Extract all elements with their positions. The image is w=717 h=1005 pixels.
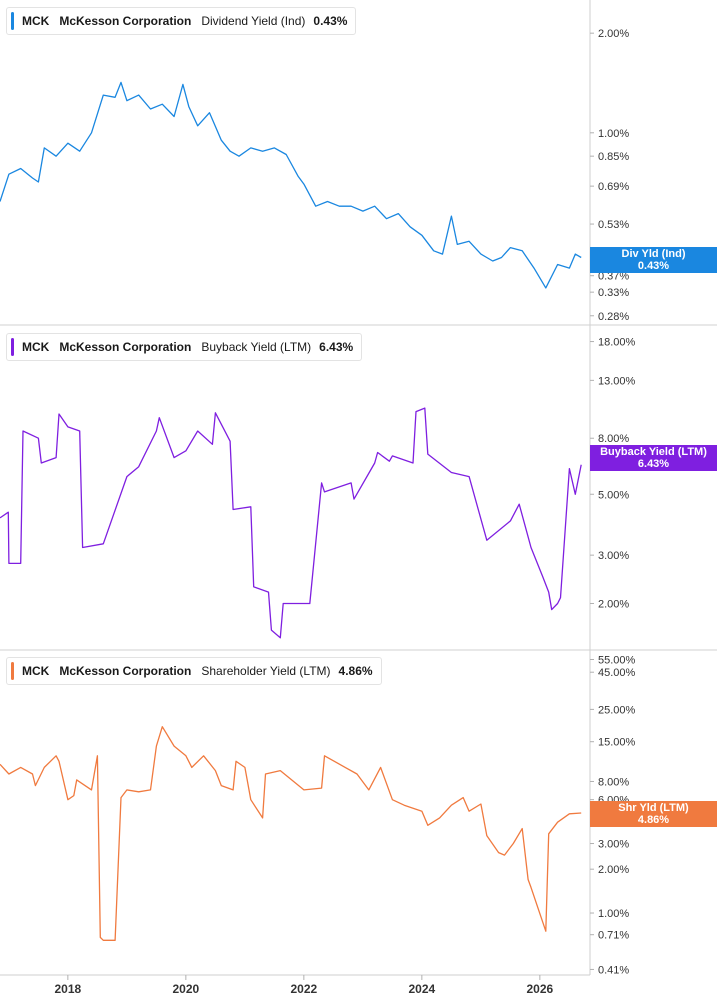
legend-color-bar [11,12,14,30]
series-lines [0,81,582,941]
y-tick-label: 2.00% [598,598,629,610]
y-tick-label: 0.28% [598,311,629,323]
legend-ticker: MCK [22,14,50,28]
badge-buyback-yield: Buyback Yield (LTM) 6.43% [590,445,717,471]
legend-ticker: MCK [22,664,50,678]
legend-shareholder-yield: MCK McKesson Corporation Shareholder Yie… [6,657,382,685]
y-tick-label: 15.00% [598,737,636,749]
badge-dividend-yield: Div Yld (Ind) 0.43% [590,247,717,273]
y-tick-label: 0.85% [598,151,629,163]
y-tick-label: 25.00% [598,704,636,716]
y-axis-ticks: 2.00% 1.00% 0.85% 0.69% 0.53% 0.37% 0.33% 0.28%… [590,28,636,976]
badge-value: 0.43% [637,260,670,272]
x-tick-label: 2018 [54,982,81,996]
legend-metric: Dividend Yield (Ind) [201,14,306,28]
y-tick-label: 45.00% [598,667,636,679]
x-tick-label: 2026 [526,982,553,996]
y-tick-label: 0.41% [598,964,629,976]
series-line-2 [0,407,582,639]
legend-value: 0.43% [313,14,348,28]
panel-dividers [0,0,717,976]
legend-color-bar [11,662,14,680]
y-tick-label: 0.37% [598,271,629,283]
badge-label: Shr Yld (LTM) [618,802,689,814]
legend-company: McKesson Corporation [59,14,192,28]
x-tick-label: 2022 [290,982,317,996]
legend-buyback-yield: MCK McKesson Corporation Buyback Yield (… [6,333,363,361]
y-tick-label: 0.71% [598,930,629,942]
badge-value: 6.43% [637,458,670,470]
y-tick-label: 3.00% [598,550,629,562]
y-tick-label: 55.00% [598,655,636,667]
badge-label: Buyback Yield (LTM) [600,446,707,458]
legend-color-bar [11,338,14,356]
badge-shareholder-yield: Shr Yld (LTM) 4.86% [590,801,717,827]
y-tick-label: 0.53% [598,219,629,231]
y-tick-label: 2.00% [598,28,629,40]
series-line-3 [0,726,582,941]
y-tick-label: 8.00% [598,776,629,788]
y-tick-label: 1.00% [598,908,629,920]
legend-value: 4.86% [338,664,373,678]
legend-metric: Buyback Yield (LTM) [201,340,312,354]
x-tick-label: 2020 [172,982,199,996]
legend-dividend-yield: MCK McKesson Corporation Dividend Yield … [6,7,357,35]
y-tick-label: 8.00% [598,433,629,445]
y-tick-label: 1.00% [598,128,629,140]
y-tick-label: 0.69% [598,181,629,193]
legend-value: 6.43% [319,340,354,354]
y-tick-label: 18.00% [598,337,636,349]
y-tick-label: 5.00% [598,489,629,501]
badge-label: Div Yld (Ind) [621,248,686,260]
legend-company: McKesson Corporation [59,664,192,678]
y-tick-label: 13.00% [598,375,636,387]
y-tick-label: 0.33% [598,287,629,299]
x-axis-ticks: 2018 2020 2022 2024 2026 [54,975,554,996]
legend-ticker: MCK [22,340,50,354]
y-tick-label: 2.00% [598,864,629,876]
y-tick-label: 3.00% [598,839,629,851]
x-tick-label: 2024 [408,982,435,996]
legend-metric: Shareholder Yield (LTM) [201,664,331,678]
series-line-1 [0,81,582,289]
legend-company: McKesson Corporation [59,340,192,354]
badge-value: 4.86% [637,814,670,826]
